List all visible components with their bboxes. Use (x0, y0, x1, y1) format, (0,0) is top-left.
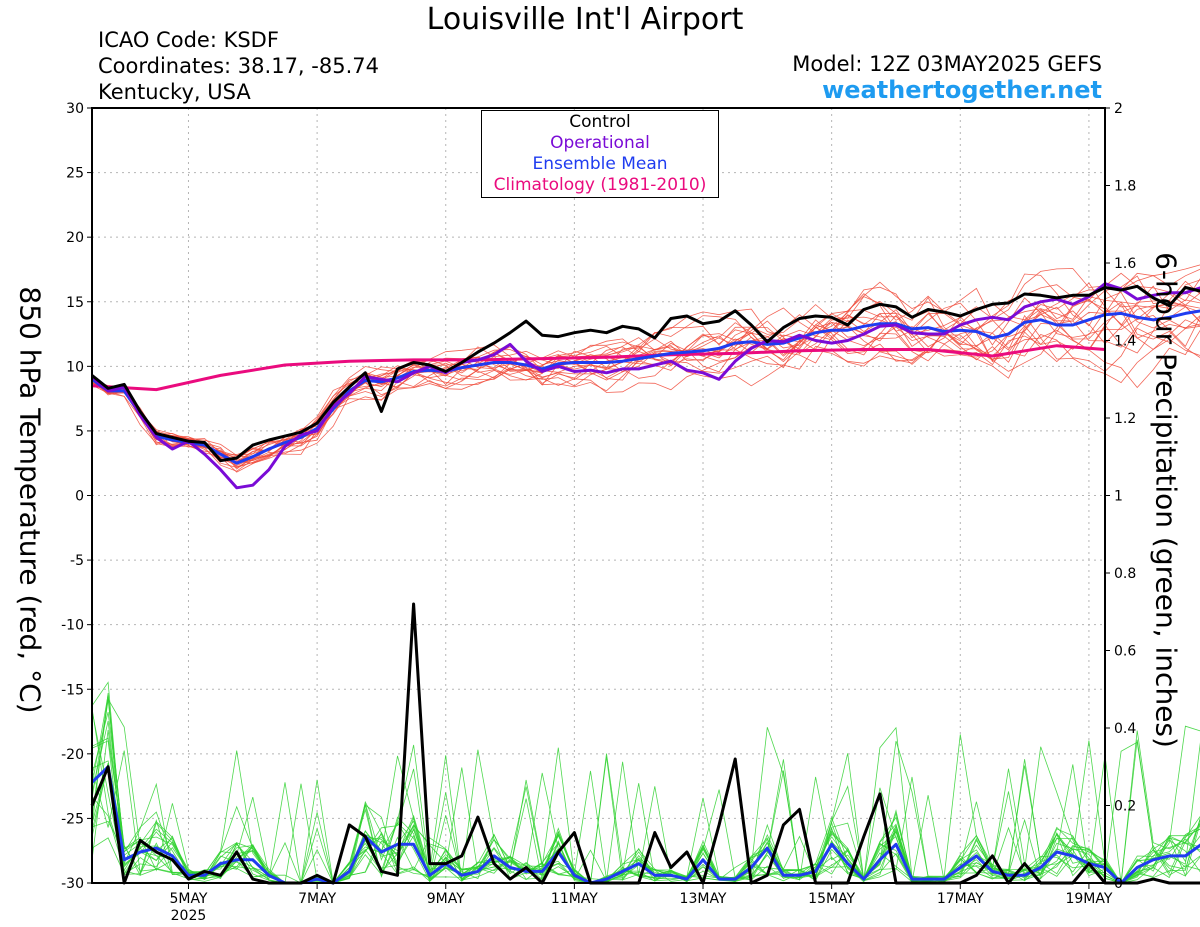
left-tick-label: 15 (66, 295, 84, 311)
temperature-member-line (91, 309, 1200, 463)
left-tick-label: 30 (66, 101, 84, 117)
x-tick-label: 17MAY (937, 891, 984, 907)
main-series-lines (90, 282, 1200, 885)
model-run: Model: 12Z 03MAY2025 GEFS (792, 52, 1102, 76)
temperature-member-line (91, 286, 1200, 456)
right-tick-label: 0.2 (1114, 799, 1136, 815)
left-tick-label: -25 (61, 811, 84, 827)
x-tick-label: 13MAY (680, 891, 727, 907)
climatology-line (91, 344, 1106, 392)
axis-ticks: 302520151050-5-10-15-20-25-3021.81.61.41… (61, 101, 1136, 924)
coordinates: Coordinates: 38.17, -85.74 (98, 54, 379, 78)
grid-lines (92, 108, 1105, 883)
temperature-member-line (91, 280, 1200, 466)
left-tick-label: -5 (70, 553, 84, 569)
temperature-member-line (91, 298, 1200, 468)
left-tick-label: 25 (66, 166, 84, 182)
x-year-label: 2025 (171, 908, 207, 924)
page-title: Louisville Int'l Airport (426, 2, 744, 37)
control-precip-line (90, 602, 1200, 885)
icao-code: ICAO Code: KSDF (98, 28, 279, 52)
x-tick-label: 19MAY (1065, 891, 1112, 907)
temperature-member-line (91, 297, 1200, 463)
x-tick-label: 11MAY (551, 891, 598, 907)
right-tick-label: 1 (1114, 489, 1123, 505)
right-axis-label: 6-hour Precipitation (green, inches) (1149, 252, 1183, 748)
x-tick-label: 15MAY (808, 891, 855, 907)
left-tick-label: 5 (75, 424, 84, 440)
temperature-member-line (91, 313, 1200, 461)
temperature-member-line (91, 287, 1200, 464)
temperature-member-line (91, 292, 1200, 468)
temperature-member-line (91, 303, 1200, 458)
temperature-member-line (91, 308, 1200, 464)
right-tick-label: 1.8 (1114, 179, 1136, 195)
right-tick-label: 1.2 (1114, 411, 1136, 427)
legend-climatology: Climatology (1981-2010) (493, 175, 707, 195)
legend-operational: Operational (550, 133, 650, 153)
left-tick-label: 10 (66, 359, 84, 375)
x-tick-label: 9MAY (427, 891, 465, 907)
left-tick-label: 0 (75, 489, 84, 505)
right-tick-label: 1.4 (1114, 334, 1136, 350)
right-tick-label: 0.8 (1114, 566, 1136, 582)
right-tick-label: 0.4 (1114, 721, 1136, 737)
x-tick-label: 7MAY (298, 891, 336, 907)
left-tick-label: -30 (61, 876, 84, 892)
temperature-member-line (91, 296, 1200, 468)
legend-control: Control (569, 112, 631, 132)
region: Kentucky, USA (98, 80, 251, 104)
left-tick-label: -10 (61, 618, 84, 634)
control-temp-line (91, 284, 1200, 463)
right-tick-label: 0 (1114, 876, 1123, 892)
left-tick-label: -15 (61, 682, 84, 698)
legend: Control Operational Ensemble Mean Climat… (481, 110, 719, 198)
right-tick-label: 0.6 (1114, 644, 1136, 660)
right-tick-label: 1.6 (1114, 256, 1136, 272)
x-tick-label: 5MAY (169, 891, 207, 907)
left-tick-label: -20 (61, 747, 84, 763)
legend-ensemble-mean: Ensemble Mean (532, 154, 668, 174)
precip-member-line (91, 699, 1200, 884)
right-tick-label: 2 (1114, 101, 1123, 117)
left-tick-label: 20 (66, 230, 84, 246)
website-link[interactable]: weathertogether.net (822, 76, 1102, 104)
left-axis-label: 850 hPa Temperature (red, °C) (13, 286, 47, 714)
